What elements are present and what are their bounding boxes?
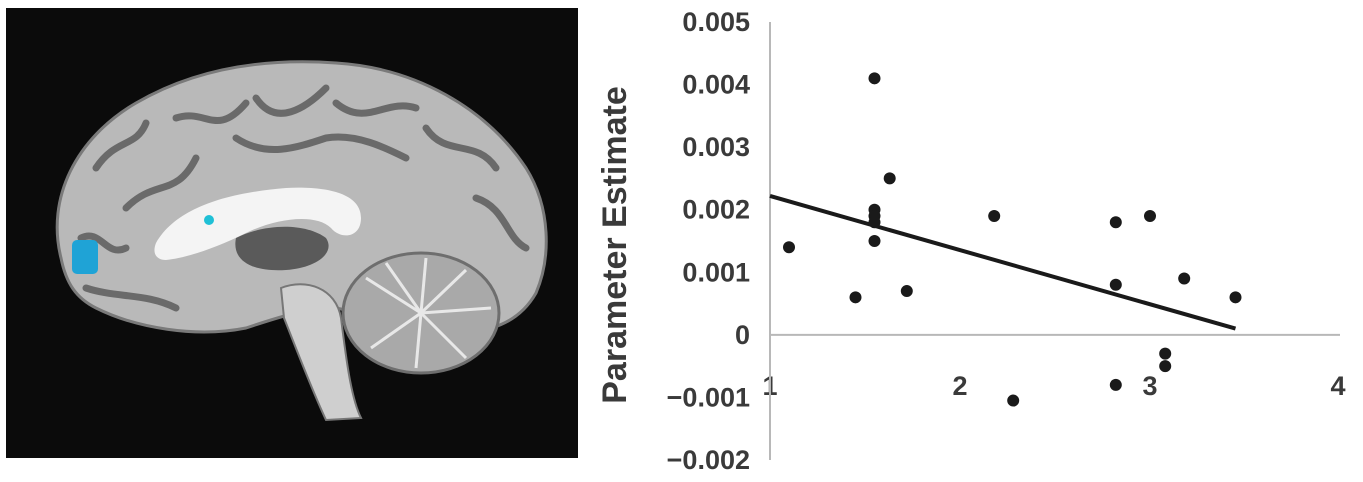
gyri-texture: [77, 84, 530, 312]
y-tick-label: 0.003: [682, 132, 750, 162]
y-tick-label: 0.002: [682, 195, 750, 225]
cerebellum-folia: [365, 257, 492, 369]
y-tick-label: 0.005: [682, 7, 750, 37]
y-tick-labels: 0.005 0.004 0.003 0.002 0.001 0 −0.001 −0.002: [667, 7, 750, 475]
data-point: [1109, 378, 1122, 391]
x-tick-label: 4: [1330, 371, 1345, 401]
brain-scan-svg: [6, 8, 578, 458]
trendline: [769, 194, 1237, 331]
y-axis-label: Parameter Estimate: [596, 86, 634, 404]
y-tick-label: 0.001: [682, 257, 750, 287]
highlight-cluster-frontal: [72, 240, 98, 274]
data-point: [1159, 347, 1172, 360]
data-point: [1109, 278, 1122, 291]
data-point: [783, 241, 795, 254]
data-points: [783, 72, 1242, 407]
data-point: [1159, 360, 1172, 373]
data-point: [1007, 394, 1020, 407]
x-tick-label: 2: [952, 371, 967, 401]
brain-scan-image: [6, 8, 578, 458]
data-point: [1144, 209, 1156, 222]
thalamus-region: [235, 226, 329, 271]
highlight-cluster-small: [204, 215, 214, 225]
data-point: [868, 216, 881, 229]
y-tick-label: −0.001: [667, 382, 750, 412]
corpus-callosum: [154, 187, 361, 260]
x-tick-label: 3: [1142, 371, 1157, 401]
data-point: [988, 209, 1001, 222]
y-tick-label: −0.002: [667, 445, 750, 475]
y-tick-label: 0: [735, 320, 750, 350]
x-tick-labels: 1234: [762, 371, 1345, 401]
brainstem: [279, 283, 363, 422]
y-tick-label: 0.004: [682, 70, 750, 100]
data-point: [1178, 272, 1191, 285]
data-point: [868, 72, 881, 85]
data-point: [883, 172, 896, 185]
data-point: [900, 285, 913, 298]
data-point: [849, 291, 862, 304]
data-point: [1109, 216, 1122, 229]
data-point: [1229, 291, 1242, 304]
data-point: [868, 235, 881, 247]
